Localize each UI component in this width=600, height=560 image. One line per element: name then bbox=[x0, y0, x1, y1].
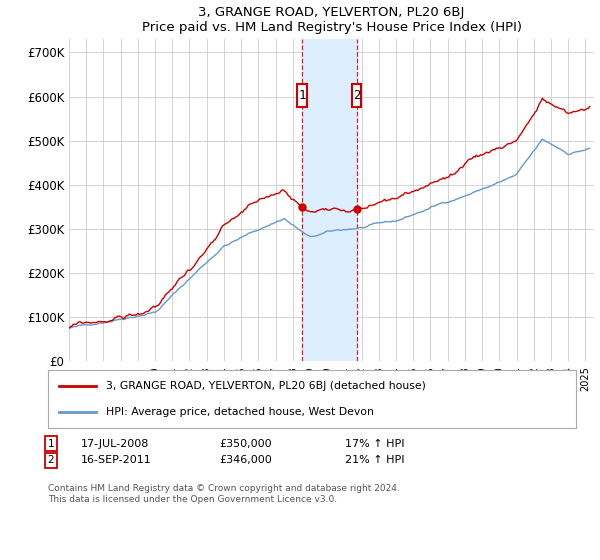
Text: 1: 1 bbox=[47, 438, 55, 449]
Text: £346,000: £346,000 bbox=[219, 455, 272, 465]
Bar bbox=[302, 39, 356, 361]
Text: HPI: Average price, detached house, West Devon: HPI: Average price, detached house, West… bbox=[106, 407, 374, 417]
Text: 3, GRANGE ROAD, YELVERTON, PL20 6BJ (detached house): 3, GRANGE ROAD, YELVERTON, PL20 6BJ (det… bbox=[106, 381, 426, 391]
Text: 21% ↑ HPI: 21% ↑ HPI bbox=[345, 455, 404, 465]
Text: 16-SEP-2011: 16-SEP-2011 bbox=[81, 455, 152, 465]
FancyBboxPatch shape bbox=[297, 84, 307, 107]
Text: 17-JUL-2008: 17-JUL-2008 bbox=[81, 438, 149, 449]
Text: 2: 2 bbox=[353, 89, 361, 102]
Text: £350,000: £350,000 bbox=[219, 438, 272, 449]
Text: 1: 1 bbox=[298, 89, 306, 102]
FancyBboxPatch shape bbox=[352, 84, 361, 107]
Text: Contains HM Land Registry data © Crown copyright and database right 2024.
This d: Contains HM Land Registry data © Crown c… bbox=[48, 484, 400, 504]
Text: 17% ↑ HPI: 17% ↑ HPI bbox=[345, 438, 404, 449]
Title: 3, GRANGE ROAD, YELVERTON, PL20 6BJ
Price paid vs. HM Land Registry's House Pric: 3, GRANGE ROAD, YELVERTON, PL20 6BJ Pric… bbox=[142, 6, 521, 34]
Text: 2: 2 bbox=[47, 455, 55, 465]
